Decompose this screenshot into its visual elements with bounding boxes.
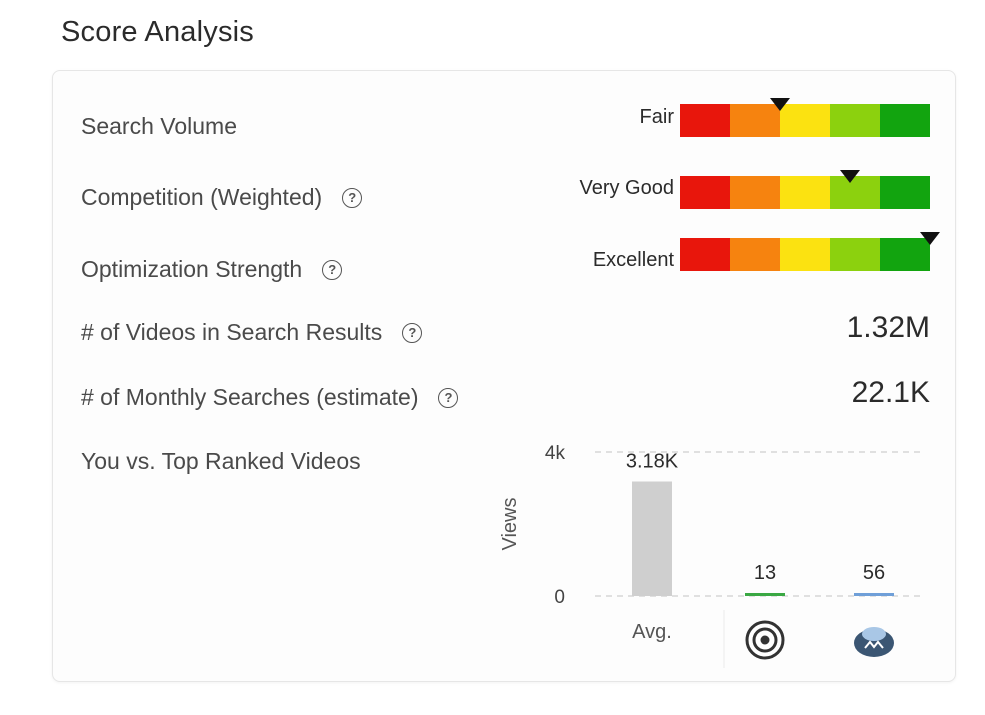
optimization-row: Optimization Strength ? bbox=[81, 256, 343, 283]
competition-rating: Very Good bbox=[579, 177, 674, 199]
views-bar-chart: 0 4k Views 3.18K 13 56 Avg. bbox=[499, 443, 925, 668]
competition-label: Competition (Weighted) bbox=[81, 184, 323, 210]
gauge-segment-4 bbox=[830, 104, 880, 137]
videos-in-results-label: # of Videos in Search Results bbox=[81, 319, 383, 345]
search-volume-label: Search Volume bbox=[81, 113, 237, 139]
competition-row: Competition (Weighted) ? bbox=[81, 184, 363, 211]
gauge-marker-icon bbox=[920, 232, 940, 245]
score-analysis-card bbox=[52, 70, 956, 682]
optimization-rating: Excellent bbox=[592, 249, 674, 271]
gauge-segment-1 bbox=[680, 104, 730, 137]
gauge-segment-1 bbox=[680, 238, 730, 271]
x-category-label: Avg. bbox=[632, 621, 672, 643]
channel-avatar-icon-top bbox=[862, 627, 886, 641]
gauge-segment-5 bbox=[880, 176, 930, 209]
monthly-searches-value: 22.1K bbox=[851, 376, 930, 409]
gauge-segment-2 bbox=[730, 238, 780, 271]
target-icon-center bbox=[760, 635, 770, 645]
bar-2 bbox=[745, 593, 785, 596]
gauge-segment-5 bbox=[880, 104, 930, 137]
vs-top-label: You vs. Top Ranked Videos bbox=[81, 448, 361, 474]
gauge-marker-icon bbox=[840, 170, 860, 183]
channel-avatar-icon-mark bbox=[864, 640, 884, 649]
vs-top-row: You vs. Top Ranked Videos bbox=[81, 448, 361, 475]
bar-1 bbox=[632, 481, 672, 596]
optimization-gauge bbox=[680, 232, 940, 271]
y-tick-label: 0 bbox=[554, 587, 565, 608]
gauge-segment-3 bbox=[780, 176, 830, 209]
gauge-segment-1 bbox=[680, 176, 730, 209]
bar-value-label: 3.18K bbox=[626, 451, 679, 473]
bar-3 bbox=[854, 593, 894, 596]
gauge-segment-2 bbox=[730, 176, 780, 209]
bar-value-label: 56 bbox=[863, 562, 885, 584]
question-circle-icon[interactable]: ? bbox=[438, 387, 459, 408]
question-circle-icon[interactable]: ? bbox=[342, 187, 363, 208]
y-tick-label: 4k bbox=[545, 443, 566, 464]
bar-value-label: 13 bbox=[754, 562, 776, 584]
competition-gauge bbox=[680, 170, 930, 209]
search-volume-gauge bbox=[680, 98, 930, 137]
monthly-searches-row: # of Monthly Searches (estimate) ? bbox=[81, 384, 459, 411]
monthly-searches-label: # of Monthly Searches (estimate) bbox=[81, 384, 419, 410]
gauge-segment-3 bbox=[780, 238, 830, 271]
search-volume-row: Search Volume bbox=[81, 113, 237, 140]
y-axis-label: Views bbox=[499, 498, 521, 551]
optimization-label: Optimization Strength bbox=[81, 256, 303, 282]
question-circle-icon[interactable]: ? bbox=[322, 259, 343, 280]
videos-in-results-row: # of Videos in Search Results ? bbox=[81, 319, 423, 346]
page-title: Score Analysis bbox=[61, 16, 254, 48]
gauge-marker-icon bbox=[770, 98, 790, 111]
videos-in-results-value: 1.32M bbox=[846, 311, 930, 344]
search-volume-rating: Fair bbox=[639, 106, 674, 128]
question-circle-icon[interactable]: ? bbox=[402, 322, 423, 343]
gauge-segment-4 bbox=[830, 238, 880, 271]
